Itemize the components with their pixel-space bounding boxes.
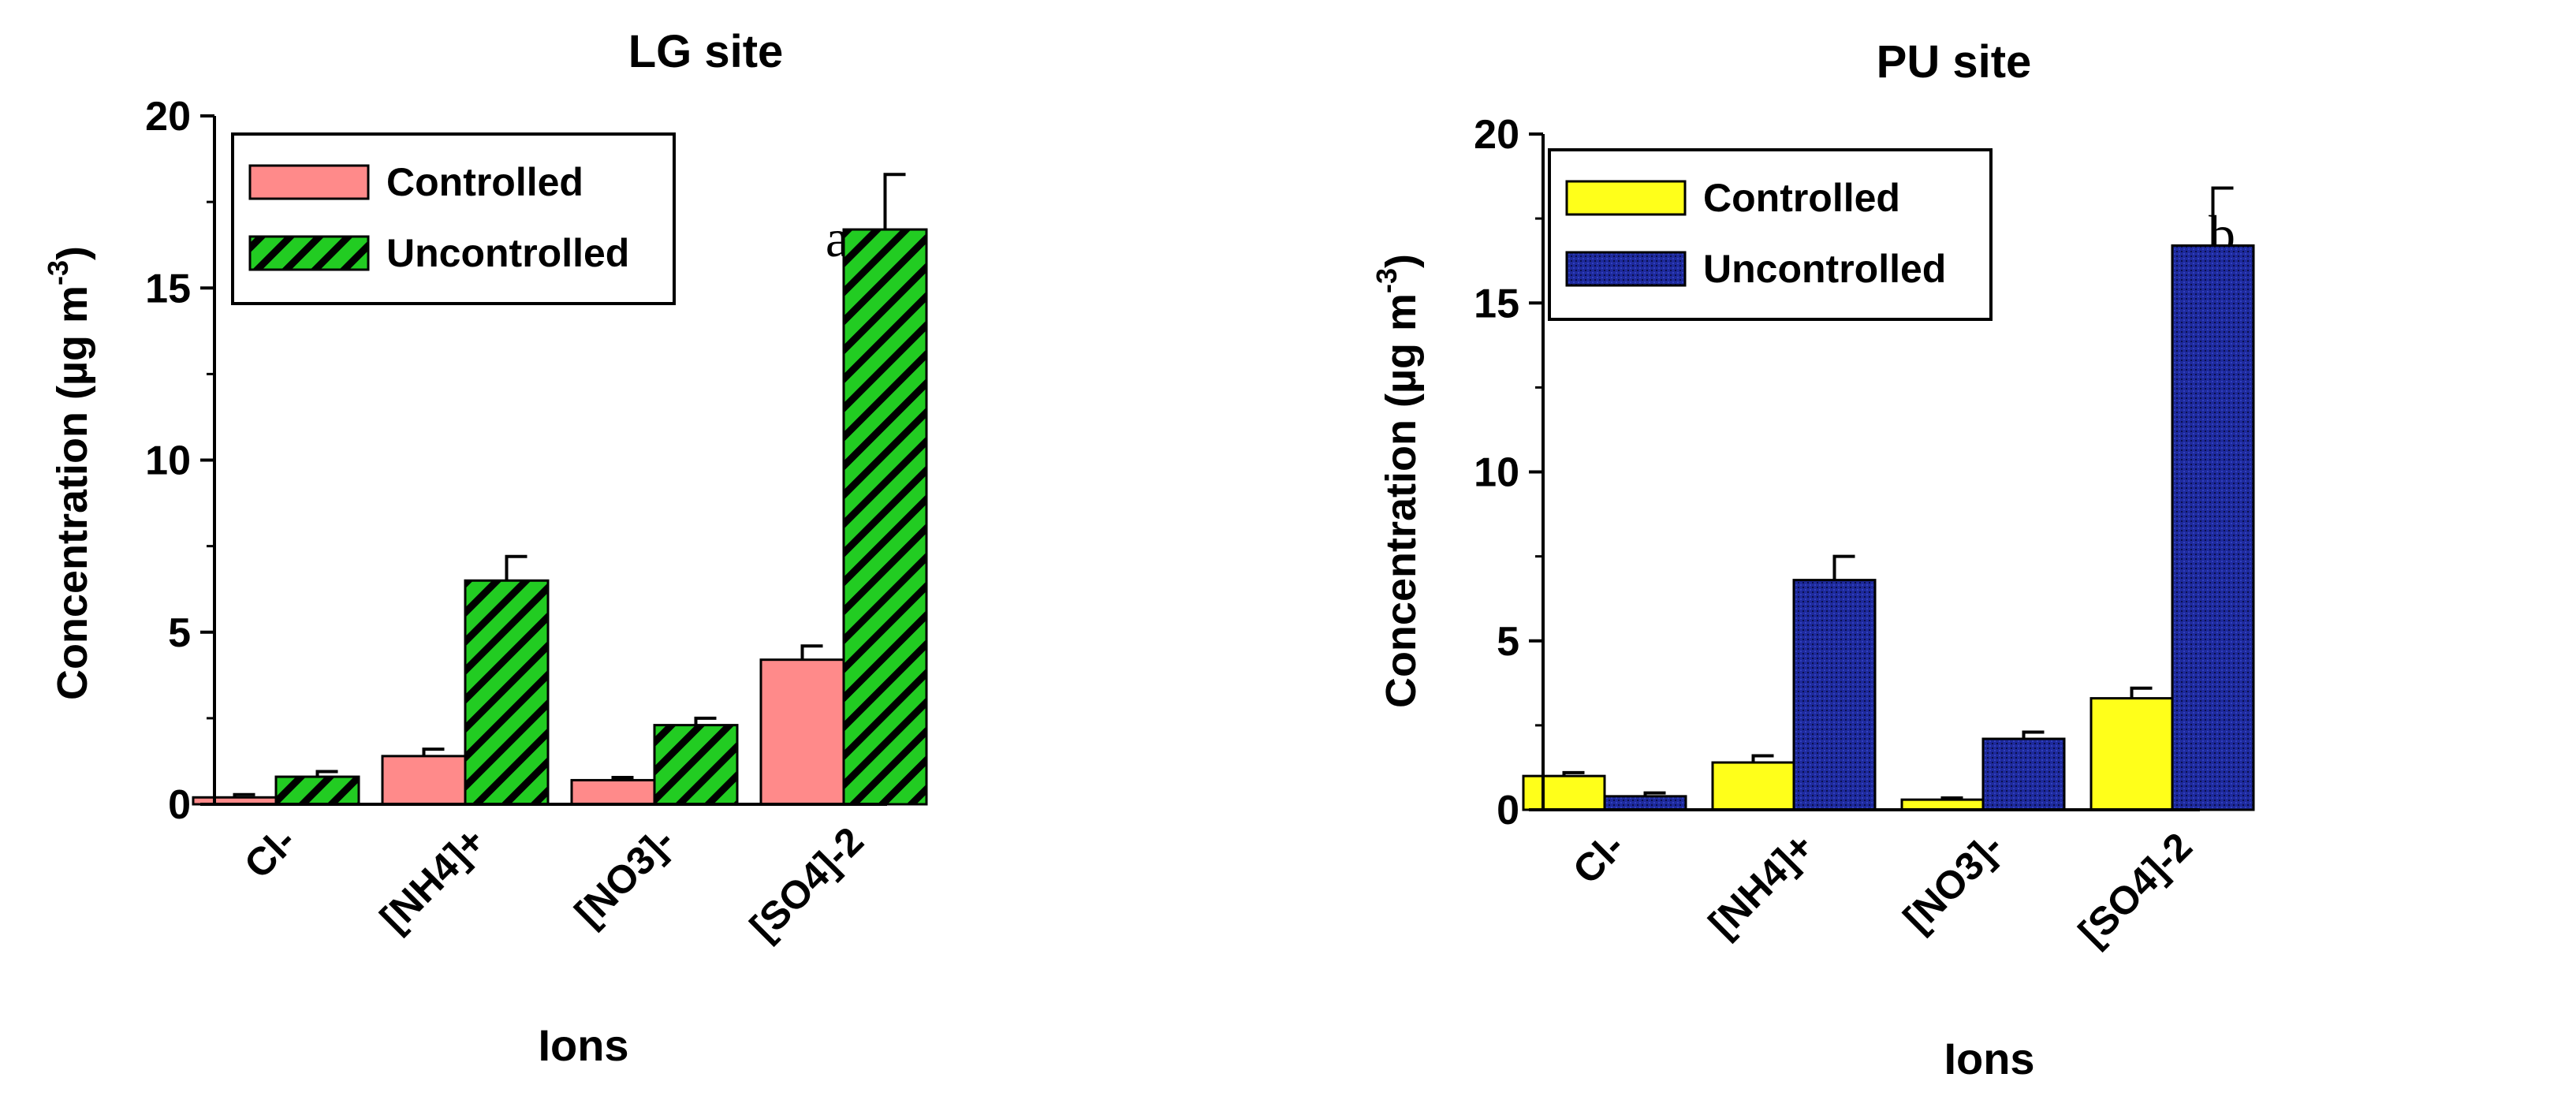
legend: Controlled Uncontrolled	[1548, 148, 1993, 321]
bars-layer	[1522, 244, 2255, 811]
y-tick-label: 15	[145, 266, 191, 311]
y-tick-label: 5	[168, 610, 191, 656]
legend-label-uncontrolled: Uncontrolled	[1703, 247, 1946, 291]
x-tick-label: [NH4]+	[1700, 824, 1822, 946]
y-tick-label: 20	[145, 94, 191, 140]
y-tick-label: 0	[1497, 788, 1519, 833]
bar-controlled-2	[570, 778, 656, 806]
x-tick-label: [NO3]-	[1895, 824, 2011, 941]
bar-uncontrolled-0	[274, 775, 360, 806]
y-tick-label: 10	[145, 438, 191, 484]
x-tick-label: [SO4]-2	[2070, 824, 2200, 954]
legend-swatch-controlled	[248, 164, 370, 200]
bar-controlled-1	[1711, 761, 1795, 811]
bars-layer	[192, 228, 928, 806]
legend-label-controlled: Controlled	[386, 160, 583, 204]
y-tick-label: 15	[1474, 281, 1519, 326]
y-tick-label: 5	[1497, 619, 1519, 665]
y-tick-label: 0	[168, 782, 191, 828]
x-tick-label: [SO4]-2	[741, 818, 871, 949]
legend: Controlled Uncontrolled	[231, 132, 676, 305]
legend-swatch-controlled	[1565, 180, 1687, 216]
bar-controlled-1	[381, 755, 467, 806]
bar-uncontrolled-2	[1981, 737, 2066, 811]
chart-panel-lg: LG site Concentration (µg m-3) Ions a Cl…	[42, 26, 928, 1070]
x-axis-label: Ions	[1944, 1034, 2034, 1083]
legend-label-uncontrolled: Uncontrolled	[386, 231, 629, 275]
legend-swatch-uncontrolled	[1565, 251, 1687, 287]
x-tick-label: Cl-	[1564, 824, 1633, 893]
x-tick-label: [NH4]+	[371, 818, 494, 941]
x-tick-label: [NO3]-	[566, 818, 683, 935]
y-tick-label: 10	[1474, 450, 1519, 496]
bar-uncontrolled-2	[653, 724, 739, 806]
chart-panel-pu: PU site Concentration (µg m-3) Ions b Cl…	[1370, 36, 2255, 1083]
bar-uncontrolled-1	[464, 579, 550, 806]
legend-box	[231, 132, 676, 305]
y-axis-label: Concentration (µg m-3)	[42, 246, 96, 700]
y-axis-label: Concentration (µg m-3)	[1370, 254, 1425, 708]
bar-uncontrolled-3	[2171, 244, 2255, 811]
legend-swatch-uncontrolled	[248, 235, 370, 271]
x-tick-label: Cl-	[236, 818, 304, 887]
chart-title: PU site	[1877, 36, 2032, 88]
bar-controlled-3	[759, 658, 845, 806]
x-axis-label: Ions	[538, 1020, 628, 1070]
bar-uncontrolled-1	[1792, 579, 1877, 811]
bar-uncontrolled-0	[1603, 795, 1687, 811]
error-bars-layer	[233, 173, 906, 798]
bar-uncontrolled-3	[842, 228, 928, 806]
bar-controlled-3	[2090, 697, 2174, 811]
legend-box	[1548, 148, 1993, 321]
error-bars-layer	[1562, 186, 2234, 800]
y-tick-label: 20	[1474, 112, 1519, 158]
chart-title: LG site	[628, 26, 784, 77]
legend-label-controlled: Controlled	[1703, 176, 1900, 220]
bar-controlled-0	[1522, 774, 1606, 811]
